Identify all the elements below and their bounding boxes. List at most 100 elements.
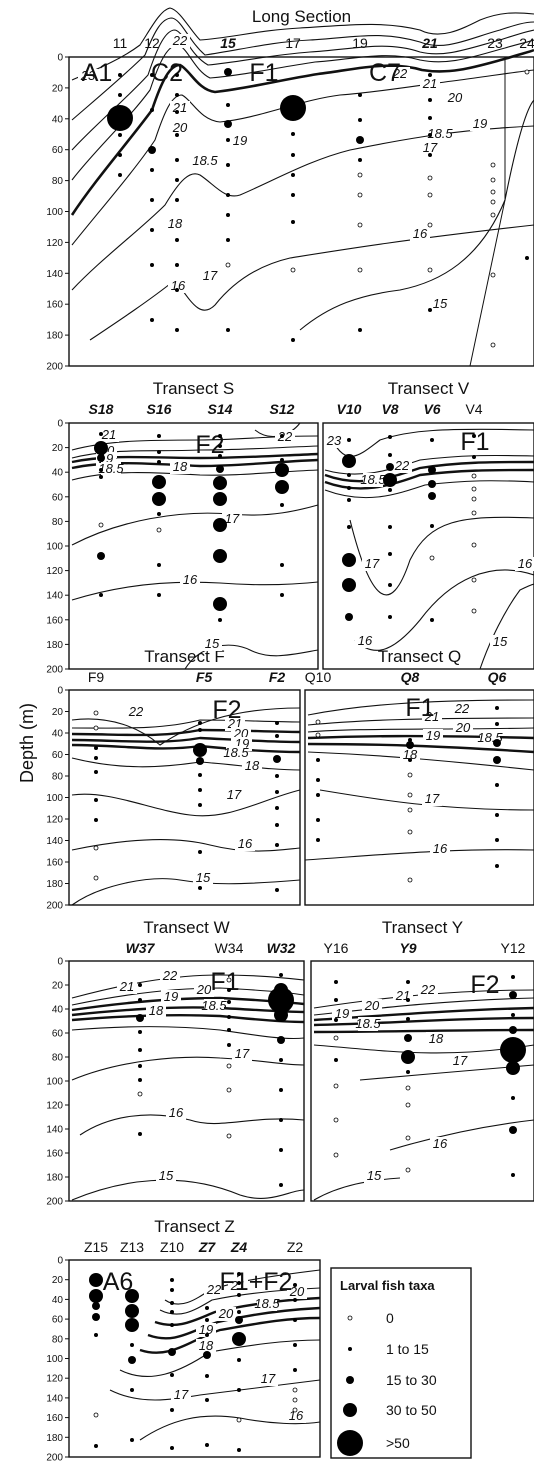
isotherm-label: 19 — [335, 1006, 349, 1021]
isotherm-label-bg — [222, 512, 242, 526]
isotherm-label: 17 — [174, 1387, 189, 1402]
sample-point — [471, 496, 477, 502]
sample-point — [333, 1083, 339, 1089]
sample-point — [99, 468, 103, 472]
isotherm-label: 18 — [173, 459, 188, 474]
sample-point — [237, 1358, 241, 1362]
y-tick-label: 20 — [52, 443, 64, 454]
isotherm-label: 16 — [433, 1136, 448, 1151]
legend-label: >50 — [386, 1435, 410, 1451]
sample-point — [218, 444, 222, 448]
sample-point — [175, 133, 179, 137]
station-label: F9 — [88, 669, 105, 685]
y-tick-label: 60 — [52, 1315, 64, 1326]
sample-point — [347, 438, 351, 442]
sample-point — [279, 1183, 283, 1187]
isotherm-label: 20 — [289, 1284, 305, 1299]
isotherm-17 — [349, 516, 534, 596]
sample-point — [406, 1017, 410, 1021]
y-tick-label: 100 — [46, 207, 63, 218]
sample-point — [279, 1088, 283, 1092]
isotherm-label-bg — [430, 1137, 450, 1151]
isotherm-label: 19 — [233, 133, 247, 148]
y-tick-label: 180 — [46, 331, 63, 342]
sample-point — [125, 1318, 139, 1332]
sample-point — [213, 518, 227, 532]
y-tick-label: 120 — [46, 566, 63, 577]
isotherm-label-bg — [170, 460, 190, 474]
sample-point — [216, 465, 224, 473]
sample-point — [430, 524, 434, 528]
isotherm-label-bg — [430, 127, 450, 141]
y-tick-label: 100 — [46, 793, 63, 804]
isotherm-label: 19 — [164, 989, 178, 1004]
station-label: 24 — [519, 35, 534, 51]
isotherm-label: 20 — [172, 120, 188, 135]
sample-point — [205, 1333, 209, 1337]
sample-point — [356, 136, 364, 144]
panel-transect-q: Transect Q Q10 Q8 Q6 — [304, 647, 534, 906]
isotherm-19 — [71, 1006, 305, 1017]
isotherm-label-bg — [453, 721, 473, 735]
sample-point — [427, 222, 433, 228]
plot-frame — [310, 960, 534, 1202]
isotherm-label: 17 — [453, 1053, 468, 1068]
isotherm-label: 19 — [426, 728, 440, 743]
sample-point — [205, 1306, 209, 1310]
sample-point — [333, 1035, 339, 1041]
isotherm-label: 17 — [225, 511, 240, 526]
isotherm-label: 17 — [261, 1371, 276, 1386]
sample-point — [428, 466, 436, 474]
isotherm-label-bg — [216, 1307, 236, 1321]
isotherm-label-bg — [490, 635, 510, 649]
y-tick-label: 180 — [46, 1433, 63, 1444]
sample-point — [275, 823, 279, 827]
sample-point — [213, 549, 227, 563]
sample-point — [277, 1036, 285, 1044]
isotherm-18-5 — [71, 743, 301, 754]
sample-point — [316, 838, 320, 842]
sample-point — [175, 158, 179, 162]
isotherm-label-bg — [161, 990, 181, 1004]
sample-point — [525, 256, 529, 260]
isotherm-label: 18 — [168, 216, 183, 231]
sample-point — [275, 463, 289, 477]
isotherm-label: 16 — [358, 633, 373, 648]
isotherm-17 — [71, 125, 534, 291]
isotherm-label-bg — [450, 1054, 470, 1068]
sample-point — [150, 263, 154, 267]
station-label: S14 — [208, 401, 233, 417]
y-tick-label: 100 — [46, 1354, 63, 1365]
sample-point — [471, 577, 477, 583]
sample-point — [292, 1397, 298, 1403]
sample-point — [150, 73, 154, 77]
sample-point — [280, 503, 284, 507]
sample-point — [401, 1050, 415, 1064]
isotherm-17 — [71, 504, 319, 546]
sample-point — [205, 1318, 209, 1322]
isotherm-16 — [71, 581, 319, 601]
isotherm-18 — [119, 1339, 321, 1378]
sample-point — [157, 434, 161, 438]
sample-point — [175, 288, 179, 292]
sample-point — [490, 162, 496, 168]
y-tick-label: 120 — [46, 1101, 63, 1112]
sample-point — [93, 875, 99, 881]
isotherm-label: 20 — [455, 720, 471, 735]
sample-point — [226, 1133, 232, 1139]
sample-point — [405, 1167, 411, 1173]
sample-point — [428, 116, 432, 120]
sample-point — [291, 220, 295, 224]
sample-point — [93, 845, 99, 851]
sample-point — [495, 864, 499, 868]
sample-point — [279, 1118, 283, 1122]
sample-point — [237, 1272, 241, 1276]
sample-point — [198, 850, 202, 854]
sample-point — [150, 318, 154, 322]
y-tick-label: 80 — [52, 1053, 64, 1064]
sample-point — [428, 73, 432, 77]
isotherm-17 — [319, 789, 534, 811]
sample-point — [358, 118, 362, 122]
sample-point — [495, 706, 499, 710]
sample-point — [428, 98, 432, 102]
